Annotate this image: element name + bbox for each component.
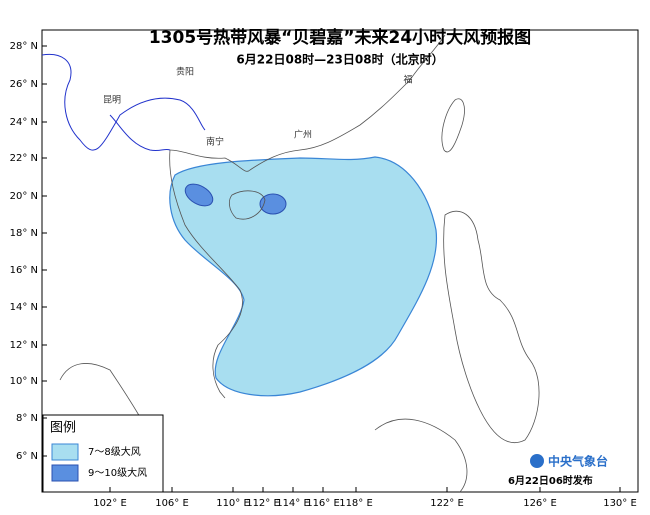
lat-label: 18° N [10, 228, 38, 239]
lon-label: 116° E [306, 498, 340, 509]
lon-label: 106° E [155, 498, 189, 509]
lon-label: 112° E [246, 498, 280, 509]
storm-area [184, 183, 214, 207]
lat-label: 12° N [10, 340, 38, 351]
borneo [374, 418, 468, 493]
city-label: 福 [403, 74, 412, 86]
philippines [443, 210, 540, 443]
coastline [169, 34, 446, 172]
taiwan [441, 98, 465, 153]
title: 1305号热带风暴“贝碧嘉”未来24小时大风预报图 [149, 27, 531, 48]
lat-label: 26° N [10, 79, 38, 90]
lon-label: 126° E [523, 498, 557, 509]
border [109, 114, 171, 152]
legend-label: 9～10级大风 [88, 466, 147, 479]
lon-label: 122° E [430, 498, 464, 509]
city-label: 贵阳 [176, 66, 194, 78]
lat-label: 22° N [10, 153, 38, 164]
city-label: 广州 [294, 129, 312, 141]
lon-label: 114° E [276, 498, 310, 509]
border [41, 53, 206, 151]
city-label: 昆明 [103, 95, 121, 106]
subtitle: 6月22日08时—23日08时（北京时） [236, 52, 443, 67]
legend: 图例 7～8级大风 9～10级大风 [42, 414, 164, 493]
issued-time: 6月22日06时发布 [508, 474, 593, 487]
lon-label: 102° E [93, 498, 127, 509]
lat-label: 6° N [16, 451, 38, 462]
agency-logo [530, 454, 544, 468]
legend-swatch [51, 443, 79, 461]
city-label: 南宁 [206, 136, 224, 148]
lat-label: 24° N [10, 117, 38, 128]
lon-label: 110° E [216, 498, 250, 509]
lon-label: 118° E [339, 498, 373, 509]
lat-label: 28° N [10, 41, 38, 52]
lat-label: 10° N [10, 376, 38, 387]
storm-area [259, 193, 287, 215]
legend-label: 7～8级大风 [88, 445, 141, 458]
hainan [228, 190, 266, 220]
gale-area [169, 156, 438, 397]
legend-swatch [51, 464, 79, 482]
lat-label: 8° N [16, 413, 38, 424]
agency-name: 中央气象台 [548, 454, 608, 469]
lat-label: 16° N [10, 265, 38, 276]
lon-label: 130° E [603, 498, 637, 509]
legend-title: 图例 [50, 421, 76, 436]
lat-label: 20° N [10, 191, 38, 202]
lat-label: 14° N [10, 302, 38, 313]
coastline [169, 149, 243, 399]
